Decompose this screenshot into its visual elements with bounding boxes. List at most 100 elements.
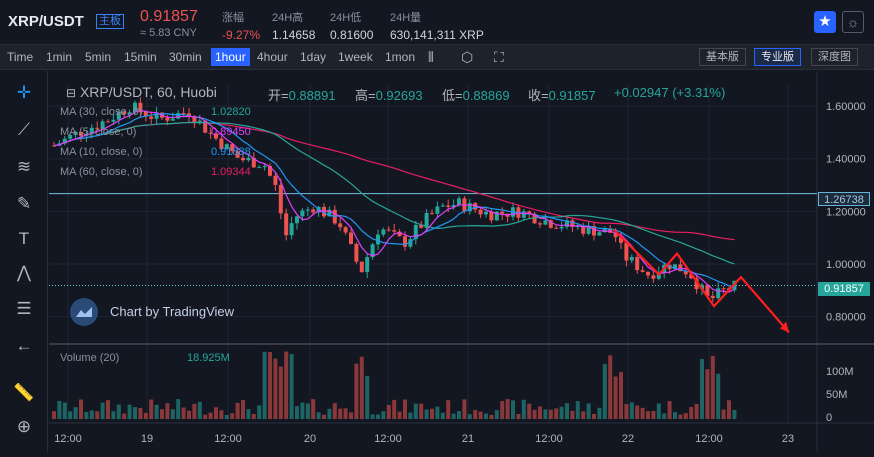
candle-body (305, 209, 310, 211)
volume-bar (322, 414, 326, 419)
volume-bar (52, 411, 56, 419)
volume-bar (138, 407, 143, 419)
tf-1min[interactable]: 1min (46, 50, 73, 64)
volume-bar (154, 404, 159, 419)
pair-title[interactable]: XRP/USDT (8, 13, 84, 30)
candle-body (689, 274, 694, 279)
tf-1day[interactable]: 1day (300, 50, 327, 64)
volume-bar (68, 411, 73, 419)
volume-bar (667, 401, 672, 419)
ma30-value: 1.02820 (211, 106, 251, 118)
volume-bar (181, 407, 186, 419)
volume-bar (521, 399, 526, 419)
tf-4hour[interactable]: 4hour (257, 50, 288, 64)
star-icon[interactable]: ★ (814, 11, 836, 33)
tf-1hour[interactable]: 1hour (211, 48, 250, 66)
level-line-badge: 1.26738 (818, 192, 870, 206)
ma30-label[interactable]: MA (30, close, 0) (60, 106, 143, 118)
candle-body (170, 118, 175, 121)
ma10-label[interactable]: MA (10, close, 0) (60, 146, 143, 158)
candle-body (143, 111, 148, 117)
volume-bar (640, 407, 645, 419)
ruler-icon[interactable]: 📏 (13, 383, 35, 402)
ma10-line (53, 113, 735, 288)
fullscreen-icon[interactable]: ⛶ (494, 49, 504, 65)
tf-30min[interactable]: 30min (169, 50, 202, 64)
volume-bar (241, 400, 245, 419)
collapse-legend-icon[interactable]: ⊟ (66, 86, 77, 100)
ma5-label[interactable]: MA (5, close, 0) (60, 126, 137, 138)
depth-chart-button[interactable]: 深度图 (811, 48, 858, 66)
volume-bar (311, 399, 316, 419)
candle-body (451, 205, 456, 207)
tf-time[interactable]: Time (7, 50, 34, 64)
stat-volume: 24H量 630,141,311 XRP (390, 12, 484, 42)
pro-version-button[interactable]: 专业版 (754, 48, 801, 66)
volume-bar (170, 409, 175, 419)
volume-bar (473, 410, 478, 419)
arrow-head (780, 321, 789, 333)
volume-bar (251, 413, 256, 419)
volume-bar (732, 409, 737, 419)
fib-icon[interactable]: ≋ (16, 157, 32, 176)
candle-body (705, 284, 710, 296)
stat-high: 24H高 1.14658 (272, 12, 316, 42)
ma60-label[interactable]: MA (60, close, 0) (60, 166, 143, 178)
volume-bar (273, 358, 278, 419)
volume-bar (316, 412, 321, 419)
volume-bar (359, 356, 364, 419)
candle-body (386, 229, 391, 231)
zigzag-drawing (613, 229, 790, 334)
sun-icon[interactable]: ☼ (842, 11, 864, 33)
brush-icon[interactable]: ✎ (16, 194, 32, 213)
basic-version-button[interactable]: 基本版 (699, 48, 746, 66)
chart-svg[interactable]: 1.60000 1.40000 1.20000 1.00000 0.80000 12:00… (49, 71, 874, 452)
volume-bar (106, 400, 110, 419)
candle-body (716, 288, 721, 299)
volume-bar (268, 352, 272, 419)
pattern-icon[interactable]: ⋀ (17, 263, 31, 282)
candle-body (365, 257, 370, 273)
tf-1week[interactable]: 1week (338, 50, 373, 64)
ohlc-open: 开=0.88891 (268, 88, 336, 103)
volume-bar (62, 402, 67, 419)
back-arrow-icon[interactable]: ← (15, 336, 33, 355)
tf-5min[interactable]: 5min (85, 50, 112, 64)
candle-body (419, 225, 424, 228)
trend-line-icon[interactable]: ⟋ (18, 120, 30, 139)
volume-bar (511, 400, 515, 419)
settings-icon[interactable]: ⬡ (461, 49, 474, 65)
zoom-in-icon[interactable]: ⊕ (16, 417, 32, 436)
volume-bar (408, 412, 413, 419)
tf-1mon[interactable]: 1mon (385, 50, 416, 64)
measure-icon[interactable]: ☰ (16, 299, 32, 318)
candle-type-icon[interactable]: ⫴ (428, 49, 434, 65)
price-chart[interactable]: 1.60000 1.40000 1.20000 1.00000 0.80000 12:00… (49, 71, 874, 452)
candle-body (251, 157, 256, 168)
x-tick-label: 12:00 (695, 433, 723, 445)
volume-bar (532, 409, 537, 419)
volume-bar (284, 351, 289, 419)
ohlc-close: 收=0.91857 (528, 88, 596, 103)
last-price-badge: 0.91857 (818, 282, 870, 296)
x-tick-label: 22 (622, 433, 634, 445)
candle-body (138, 102, 143, 112)
candle-body (316, 206, 321, 213)
volume-bar (478, 411, 483, 419)
candle-body (430, 213, 434, 215)
ohlc-change: +0.02947 (+3.31%) (614, 85, 726, 100)
volume-bar (79, 399, 83, 419)
volume-bar (208, 412, 213, 419)
volume-bar (246, 409, 251, 419)
tf-15min[interactable]: 15min (124, 50, 157, 64)
crosshair-icon[interactable]: ✛ (16, 83, 32, 102)
text-icon[interactable]: T (18, 229, 30, 248)
volume-bar (149, 399, 154, 419)
y-tick-label: 1.40000 (826, 154, 866, 166)
candle-body (624, 242, 629, 261)
candle-body (376, 234, 380, 245)
candle-body (602, 228, 607, 233)
volume-bar (289, 354, 294, 419)
candle-body (683, 271, 688, 275)
candle-body (500, 211, 505, 214)
